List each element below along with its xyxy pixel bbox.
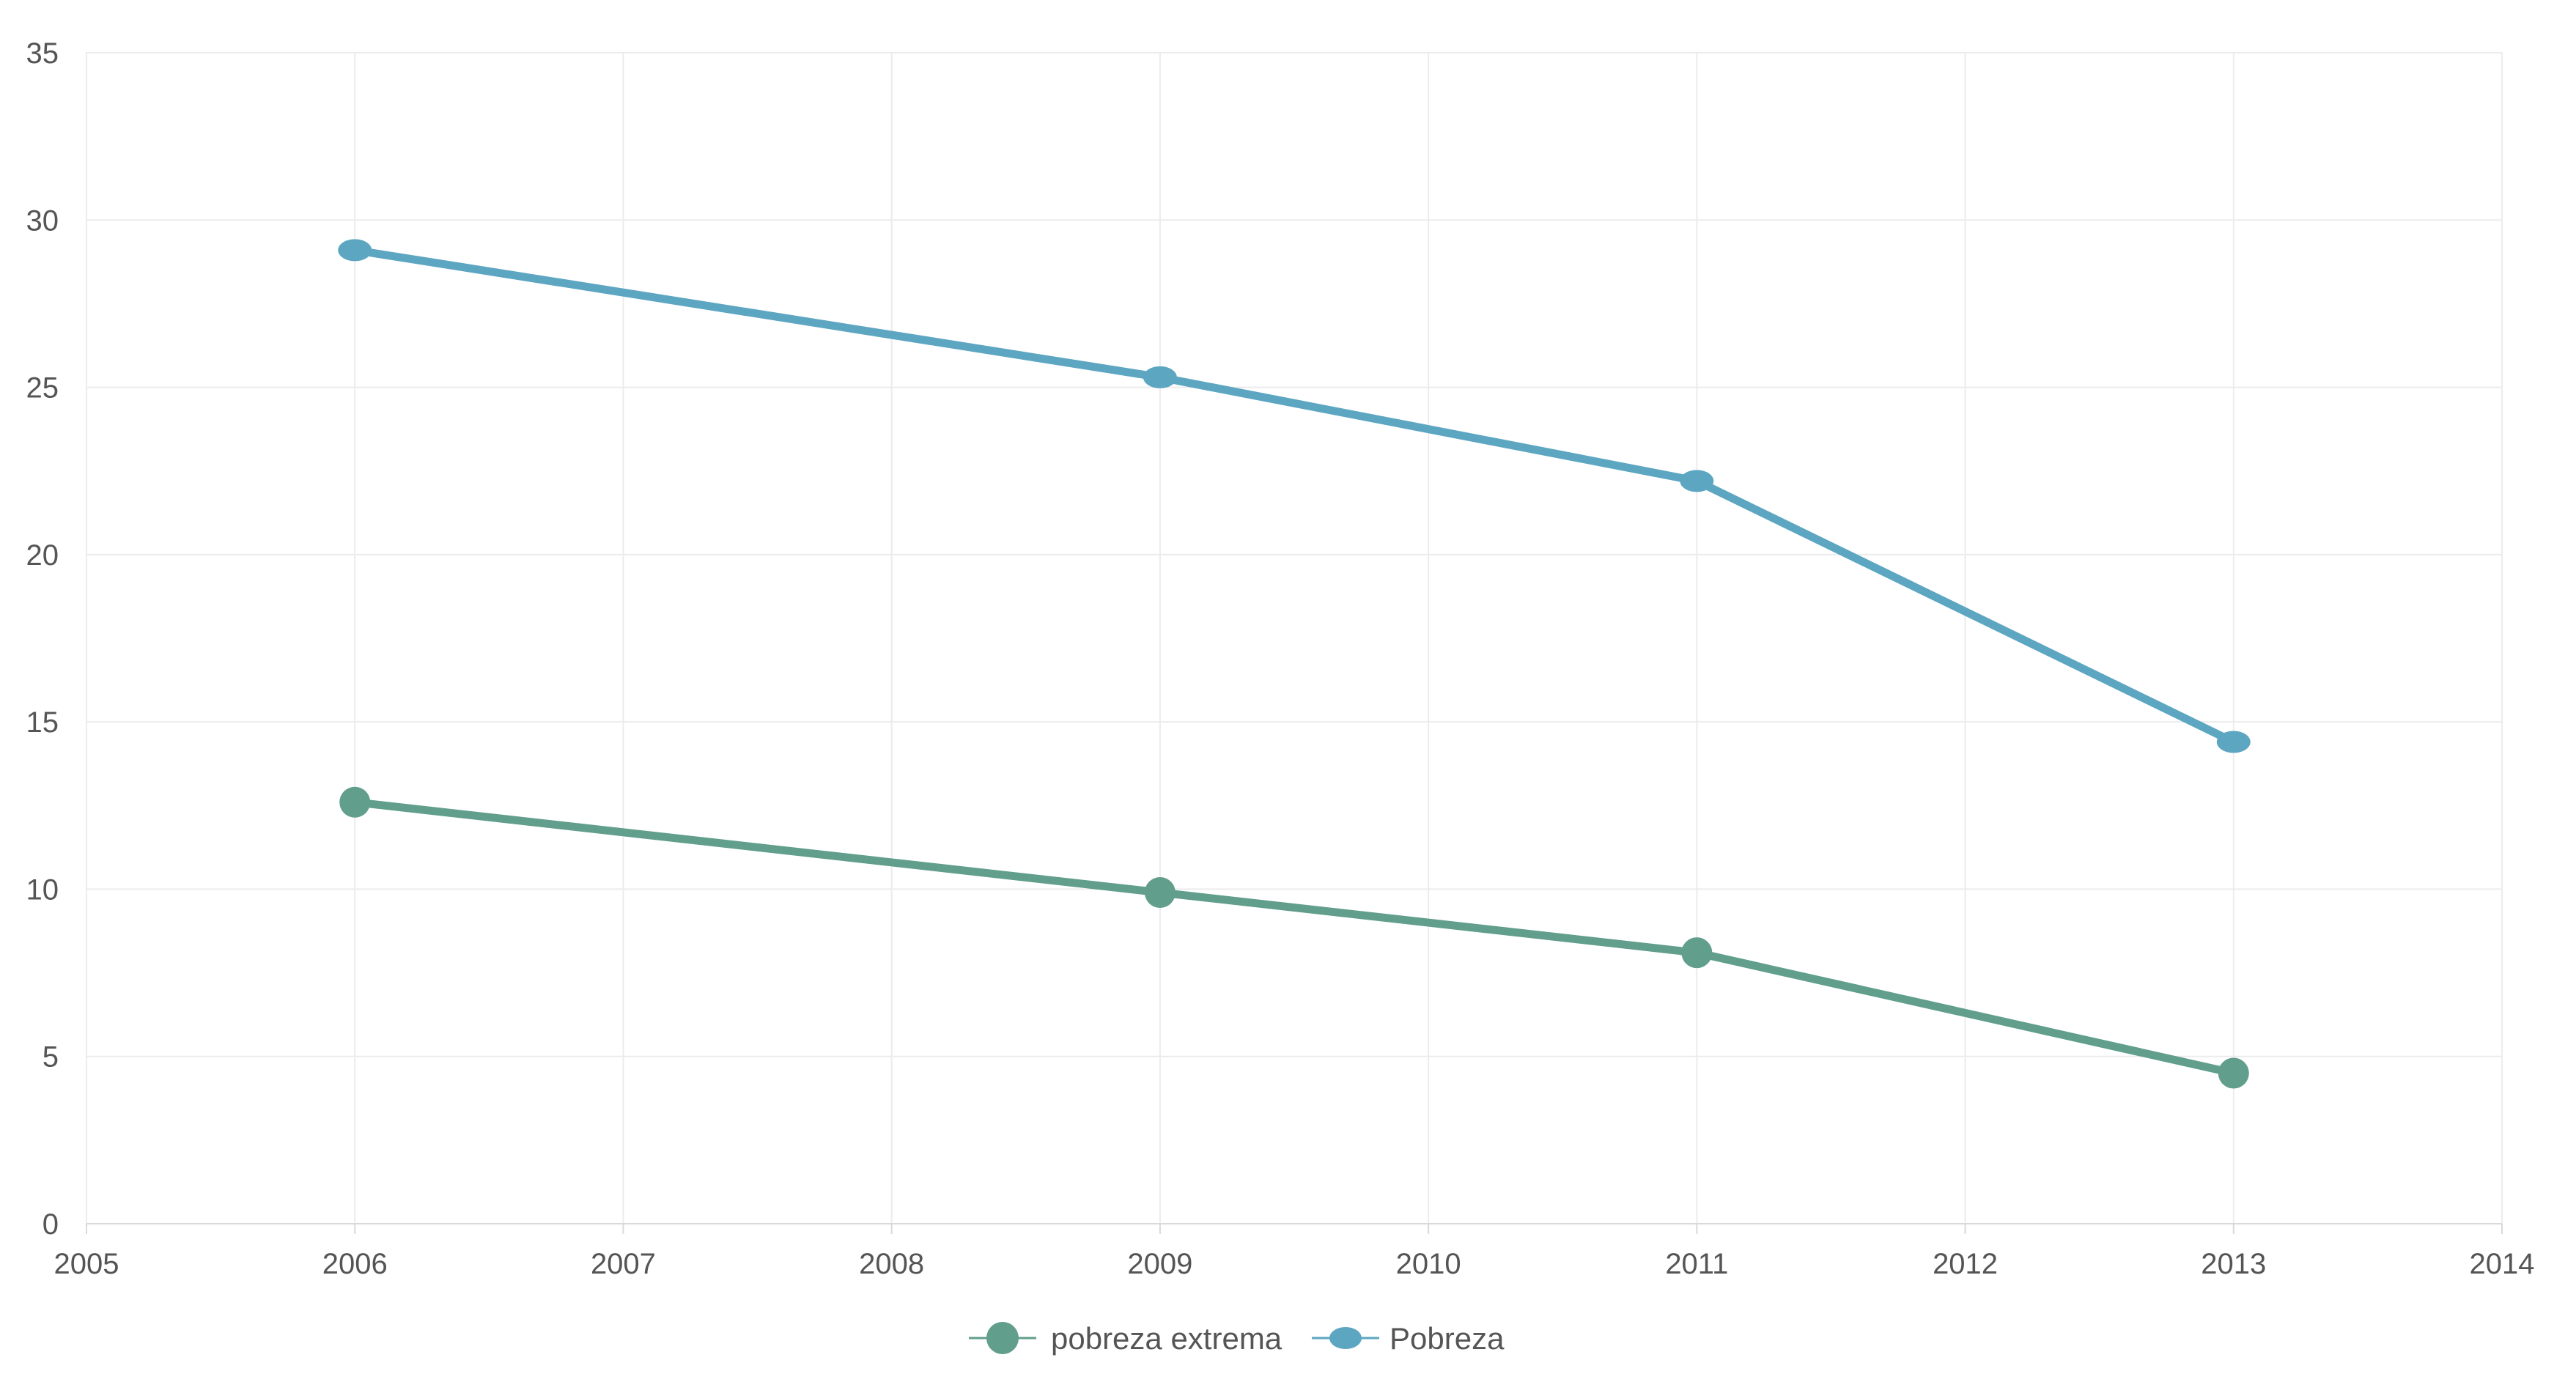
legend-label-pobreza: Pobreza <box>1390 1321 1505 1356</box>
y-tick-label: 20 <box>26 539 59 572</box>
series-line-pobreza-extrema <box>350 798 2238 1078</box>
data-point-pobreza <box>1680 470 1714 492</box>
x-tick-label: 2010 <box>1396 1248 1461 1280</box>
grid-lines <box>86 52 2503 1224</box>
data-point-pobreza-extrema <box>2218 1057 2249 1089</box>
legend-item-pobreza: Pobreza <box>1312 1321 1505 1356</box>
x-tick-label: 2007 <box>591 1248 656 1280</box>
legend-marker-pobreza-extrema <box>986 1322 1019 1354</box>
series-pobreza <box>338 239 2251 753</box>
x-tick-label: 2013 <box>2201 1248 2266 1280</box>
y-tick-label: 5 <box>43 1041 59 1074</box>
legend: pobreza extrema Pobreza <box>969 1321 1505 1356</box>
y-tick-label: 35 <box>26 37 59 70</box>
data-point-pobreza-extrema <box>339 786 371 818</box>
legend-marker-pobreza <box>1329 1327 1362 1349</box>
y-tick-label: 15 <box>26 706 59 739</box>
series-pobreza-extrema <box>339 786 2249 1089</box>
y-tick-label: 10 <box>26 873 59 906</box>
data-point-pobreza-extrema <box>1144 876 1176 908</box>
series-line-pobreza <box>350 245 2238 747</box>
x-tick-label: 2005 <box>54 1248 119 1280</box>
y-tick-label: 25 <box>26 372 59 404</box>
data-point-pobreza <box>338 239 372 262</box>
data-point-pobreza <box>1143 366 1177 388</box>
x-tick-label: 2012 <box>1933 1248 1998 1280</box>
x-tick-label: 2011 <box>1665 1248 1728 1280</box>
x-tick-label: 2014 <box>2470 1248 2535 1280</box>
x-tick-label: 2008 <box>859 1248 924 1280</box>
x-tick-label: 2009 <box>1127 1248 1192 1280</box>
y-tick-label: 30 <box>26 204 59 237</box>
data-series <box>338 239 2251 1089</box>
y-tick-label: 0 <box>43 1208 59 1241</box>
data-point-pobreza <box>2216 731 2251 753</box>
data-point-pobreza-extrema <box>1681 937 1713 969</box>
legend-item-pobreza-extrema: pobreza extrema <box>969 1321 1283 1356</box>
legend-label-pobreza-extrema: pobreza extrema <box>1051 1321 1283 1356</box>
x-tick-label: 2006 <box>322 1248 388 1280</box>
axes: 2005 2006 2007 2008 2009 2010 2011 2012 2013 2014… <box>26 37 2535 1280</box>
